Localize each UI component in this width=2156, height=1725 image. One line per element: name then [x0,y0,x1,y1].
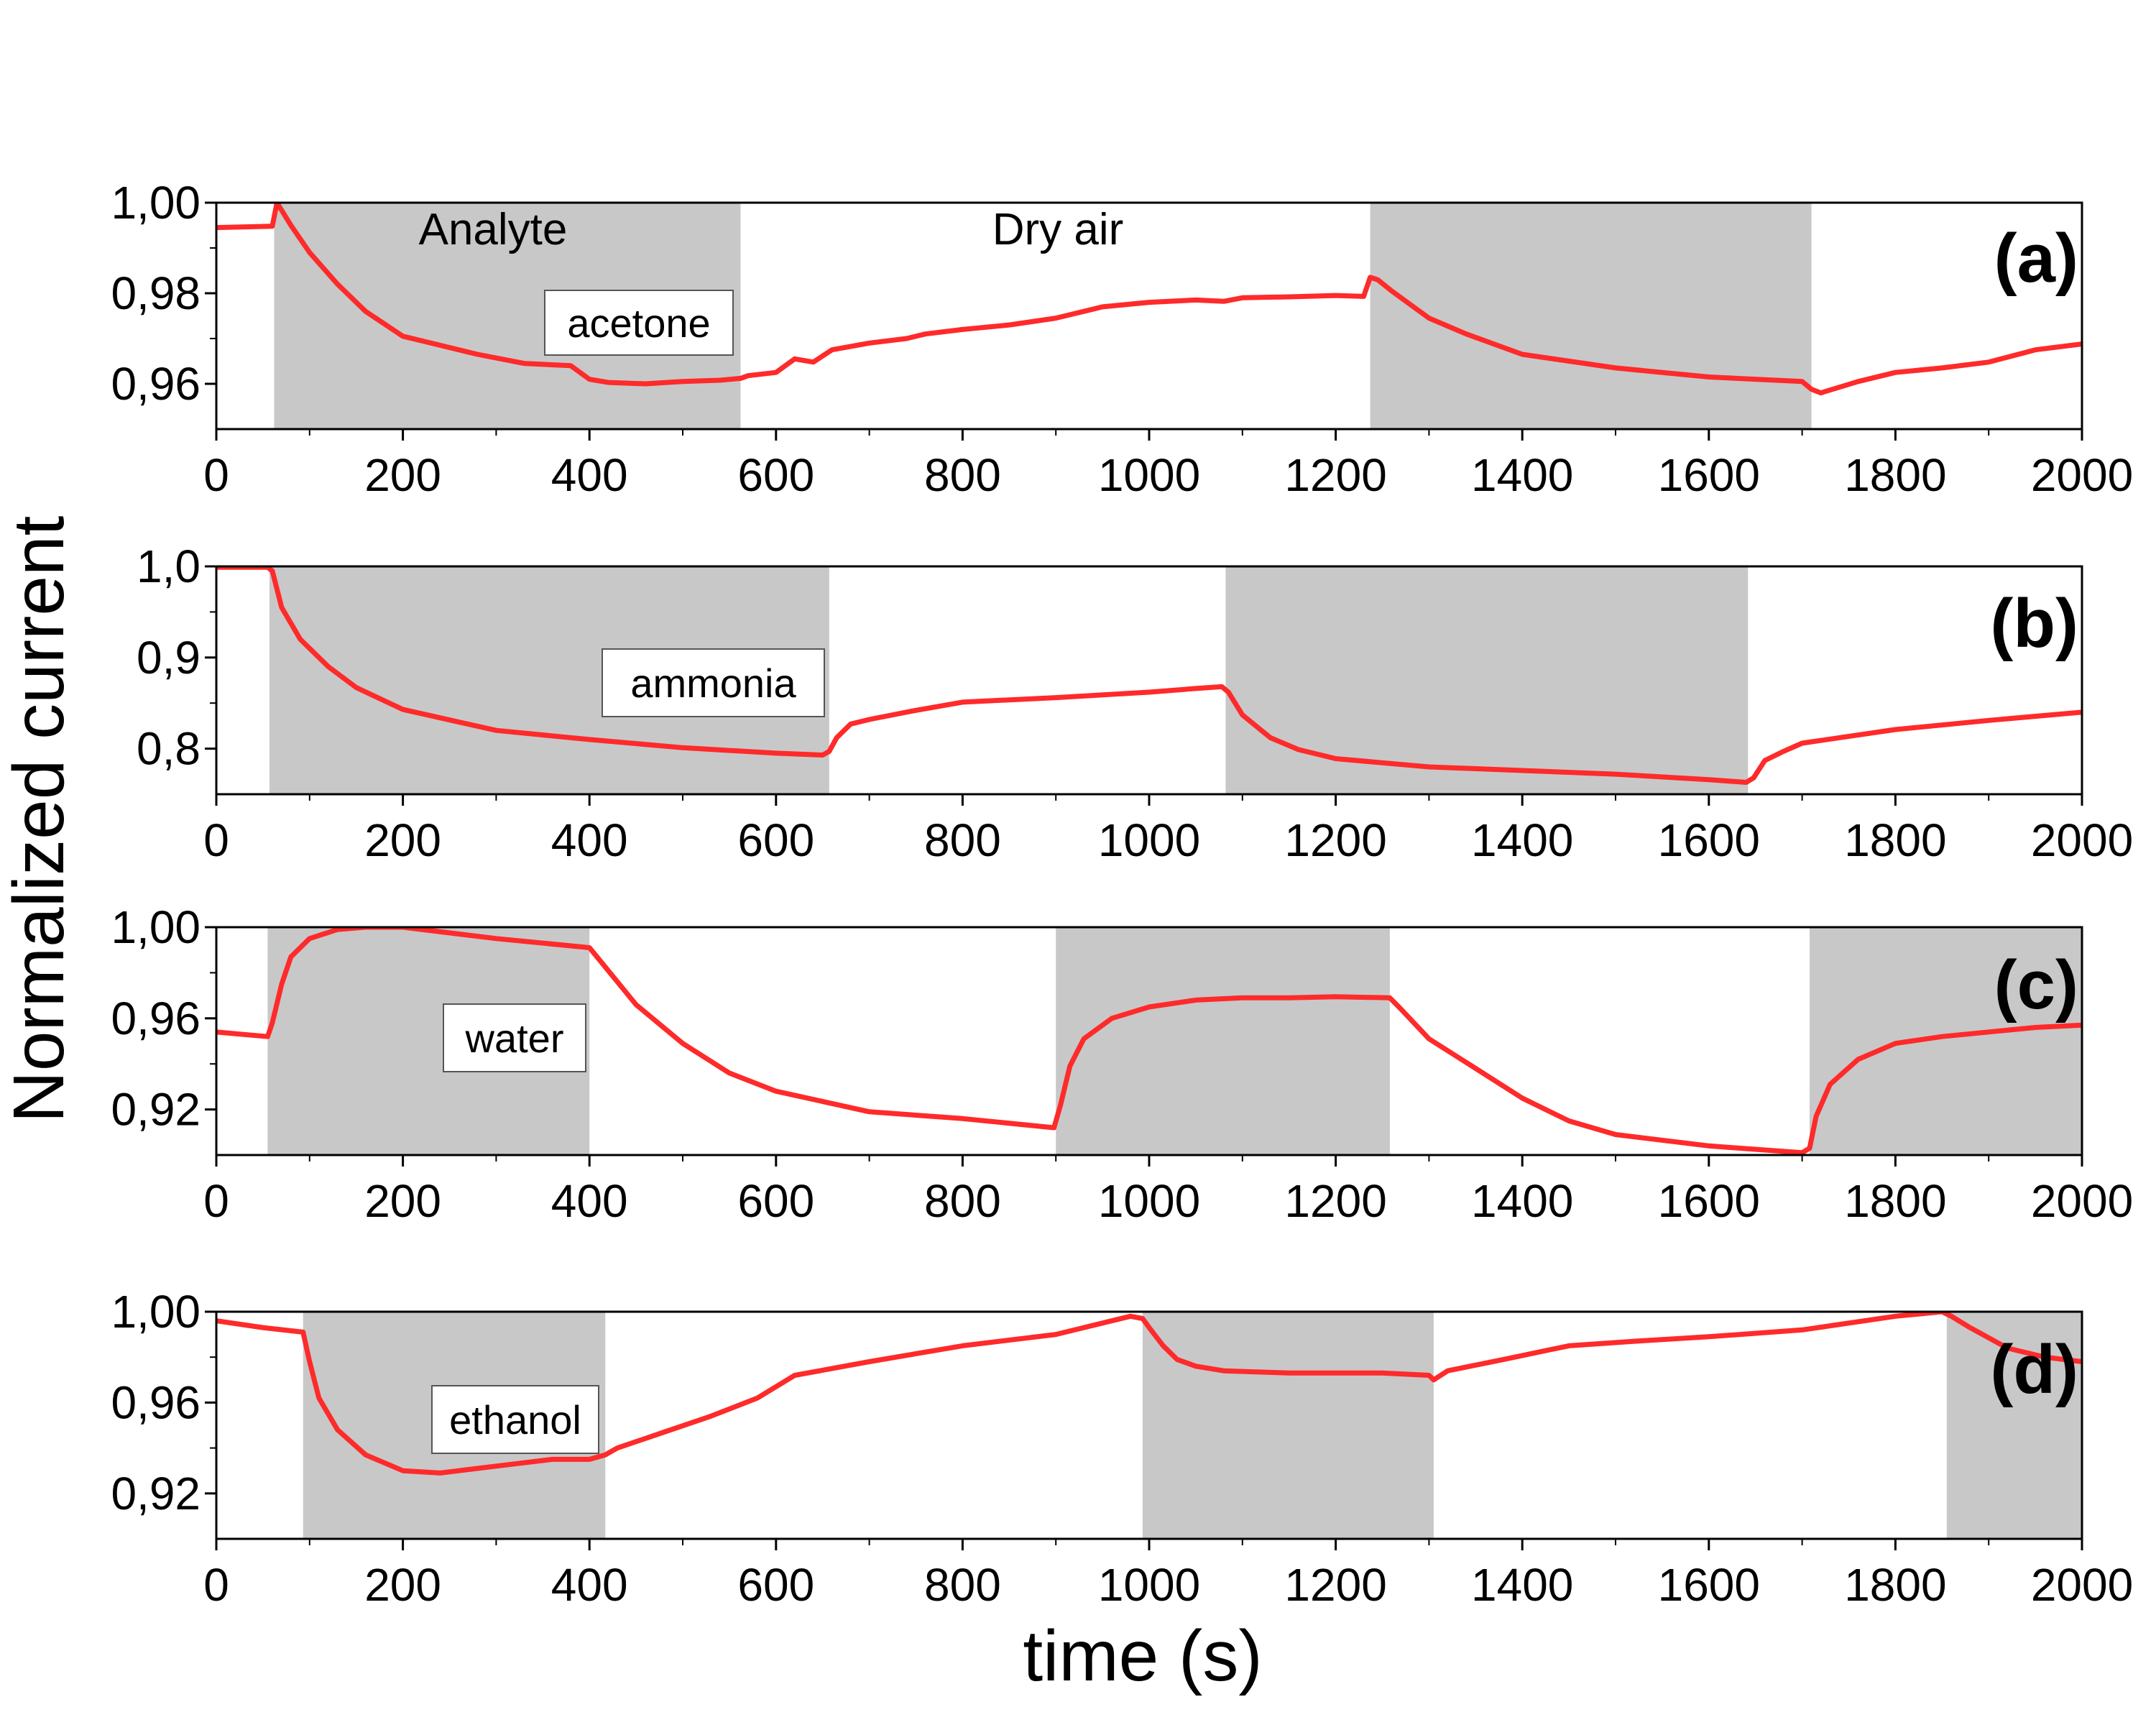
x-tick-label: 0 [203,814,229,866]
y-tick-label: 0,92 [111,1084,201,1136]
x-tick-label: 800 [924,1175,1001,1227]
x-tick-label: 2000 [2031,814,2133,866]
x-tick-label: 200 [364,449,441,501]
x-tick-label: 400 [551,1175,628,1227]
y-tick-label: 1,00 [111,1286,201,1338]
x-tick-label: 600 [737,449,814,501]
y-tick-label: 0,96 [111,358,201,410]
y-tick-label: 1,0 [137,540,201,592]
y-tick-label: 0,96 [111,993,201,1044]
series-line [216,1312,2082,1476]
x-tick-label: 800 [924,814,1001,866]
x-tick-label: 1600 [1658,814,1760,866]
x-tick-label: 1000 [1098,1559,1200,1611]
series-line [216,927,2082,1155]
dry-air-region-label: Dry air [992,205,1124,254]
x-tick-label: 600 [737,1559,814,1611]
x-tick-label: 1800 [1844,814,1946,866]
y-axis-title: Normalized current [0,515,79,1123]
x-tick-label: 800 [924,1559,1001,1611]
analyte-exposure-band [1056,927,1390,1155]
analyte-label: acetone [567,300,710,346]
panel-b: ammonia (b) 0 200 400 600 800 1000 1200 1400 1600 1… [137,540,2133,866]
x-tick-label: 1200 [1284,1559,1386,1611]
x-tick-label: 200 [364,1175,441,1227]
x-tick-label: 1200 [1284,814,1386,866]
analyte-label-box [544,290,734,356]
analyte-label-box [431,1385,599,1454]
analyte-label-box [602,648,825,717]
x-tick-label: 1400 [1471,1559,1573,1611]
x-tick-label: 1800 [1844,449,1946,501]
x-tick-label: 1200 [1284,1175,1386,1227]
panel-tag: (a) [1994,220,2078,297]
y-tick-label: 1,00 [111,901,201,953]
panel-tag: (c) [1994,947,2078,1024]
x-tick-label: 600 [737,814,814,866]
x-tick-label: 1200 [1284,449,1386,501]
analyte-label: ethanol [449,1397,581,1443]
x-tick-label: 400 [551,1559,628,1611]
x-tick-label: 1400 [1471,449,1573,501]
x-tick-label: 1000 [1098,1175,1200,1227]
x-tick-label: 400 [551,814,628,866]
analyte-label: water [465,1016,564,1061]
analyte-exposure-band [1225,566,1749,794]
x-tick-label: 200 [364,1559,441,1611]
y-tick-label: 0,98 [111,267,201,319]
y-tick-label: 1,00 [111,177,201,229]
analyte-label-box [443,1003,586,1072]
series-line [216,566,2082,785]
x-tick-label: 1400 [1471,1175,1573,1227]
analyte-exposure-band [1142,1312,1434,1539]
series-line [216,203,2082,396]
y-tick-label: 0,9 [137,632,201,684]
analyte-label: ammonia [630,661,796,706]
x-tick-label: 1400 [1471,814,1573,866]
x-tick-label: 1600 [1658,1559,1760,1611]
panel-a: Analyte Dry air acetone (a) 0 200 400 600 800 100… [111,177,2133,501]
panel-c: water (c) 0 200 400 600 800 1000 1200 1400 1600 180… [111,901,2133,1227]
y-tick-label: 0,92 [111,1468,201,1519]
panel-d: ethanol (d) 0 200 400 600 800 1000 1200 1400 1600 1… [111,1286,2133,1611]
x-tick-label: 600 [737,1175,814,1227]
x-tick-label: 0 [203,449,229,501]
x-tick-label: 800 [924,449,1001,501]
analyte-exposure-band [1809,927,2082,1155]
x-tick-label: 1800 [1844,1559,1946,1611]
x-tick-label: 1000 [1098,449,1200,501]
x-tick-label: 1000 [1098,814,1200,866]
analyte-exposure-band [1370,203,1812,429]
panel-tag: (b) [1990,585,2078,662]
x-tick-label: 0 [203,1559,229,1611]
x-tick-label: 2000 [2031,449,2133,501]
x-tick-label: 2000 [2031,1559,2133,1611]
x-tick-label: 2000 [2031,1175,2133,1227]
x-axis-title: time (s) [1023,1616,1262,1696]
x-tick-label: 1600 [1658,1175,1760,1227]
x-tick-label: 1800 [1844,1175,1946,1227]
x-tick-label: 0 [203,1175,229,1227]
x-tick-label: 200 [364,814,441,866]
y-tick-label: 0,96 [111,1376,201,1428]
x-tick-label: 1600 [1658,449,1760,501]
y-tick-label: 0,8 [137,723,201,775]
panel-tag: (d) [1990,1331,2078,1408]
analyte-region-label: Analyte [419,205,568,254]
x-tick-label: 400 [551,449,628,501]
